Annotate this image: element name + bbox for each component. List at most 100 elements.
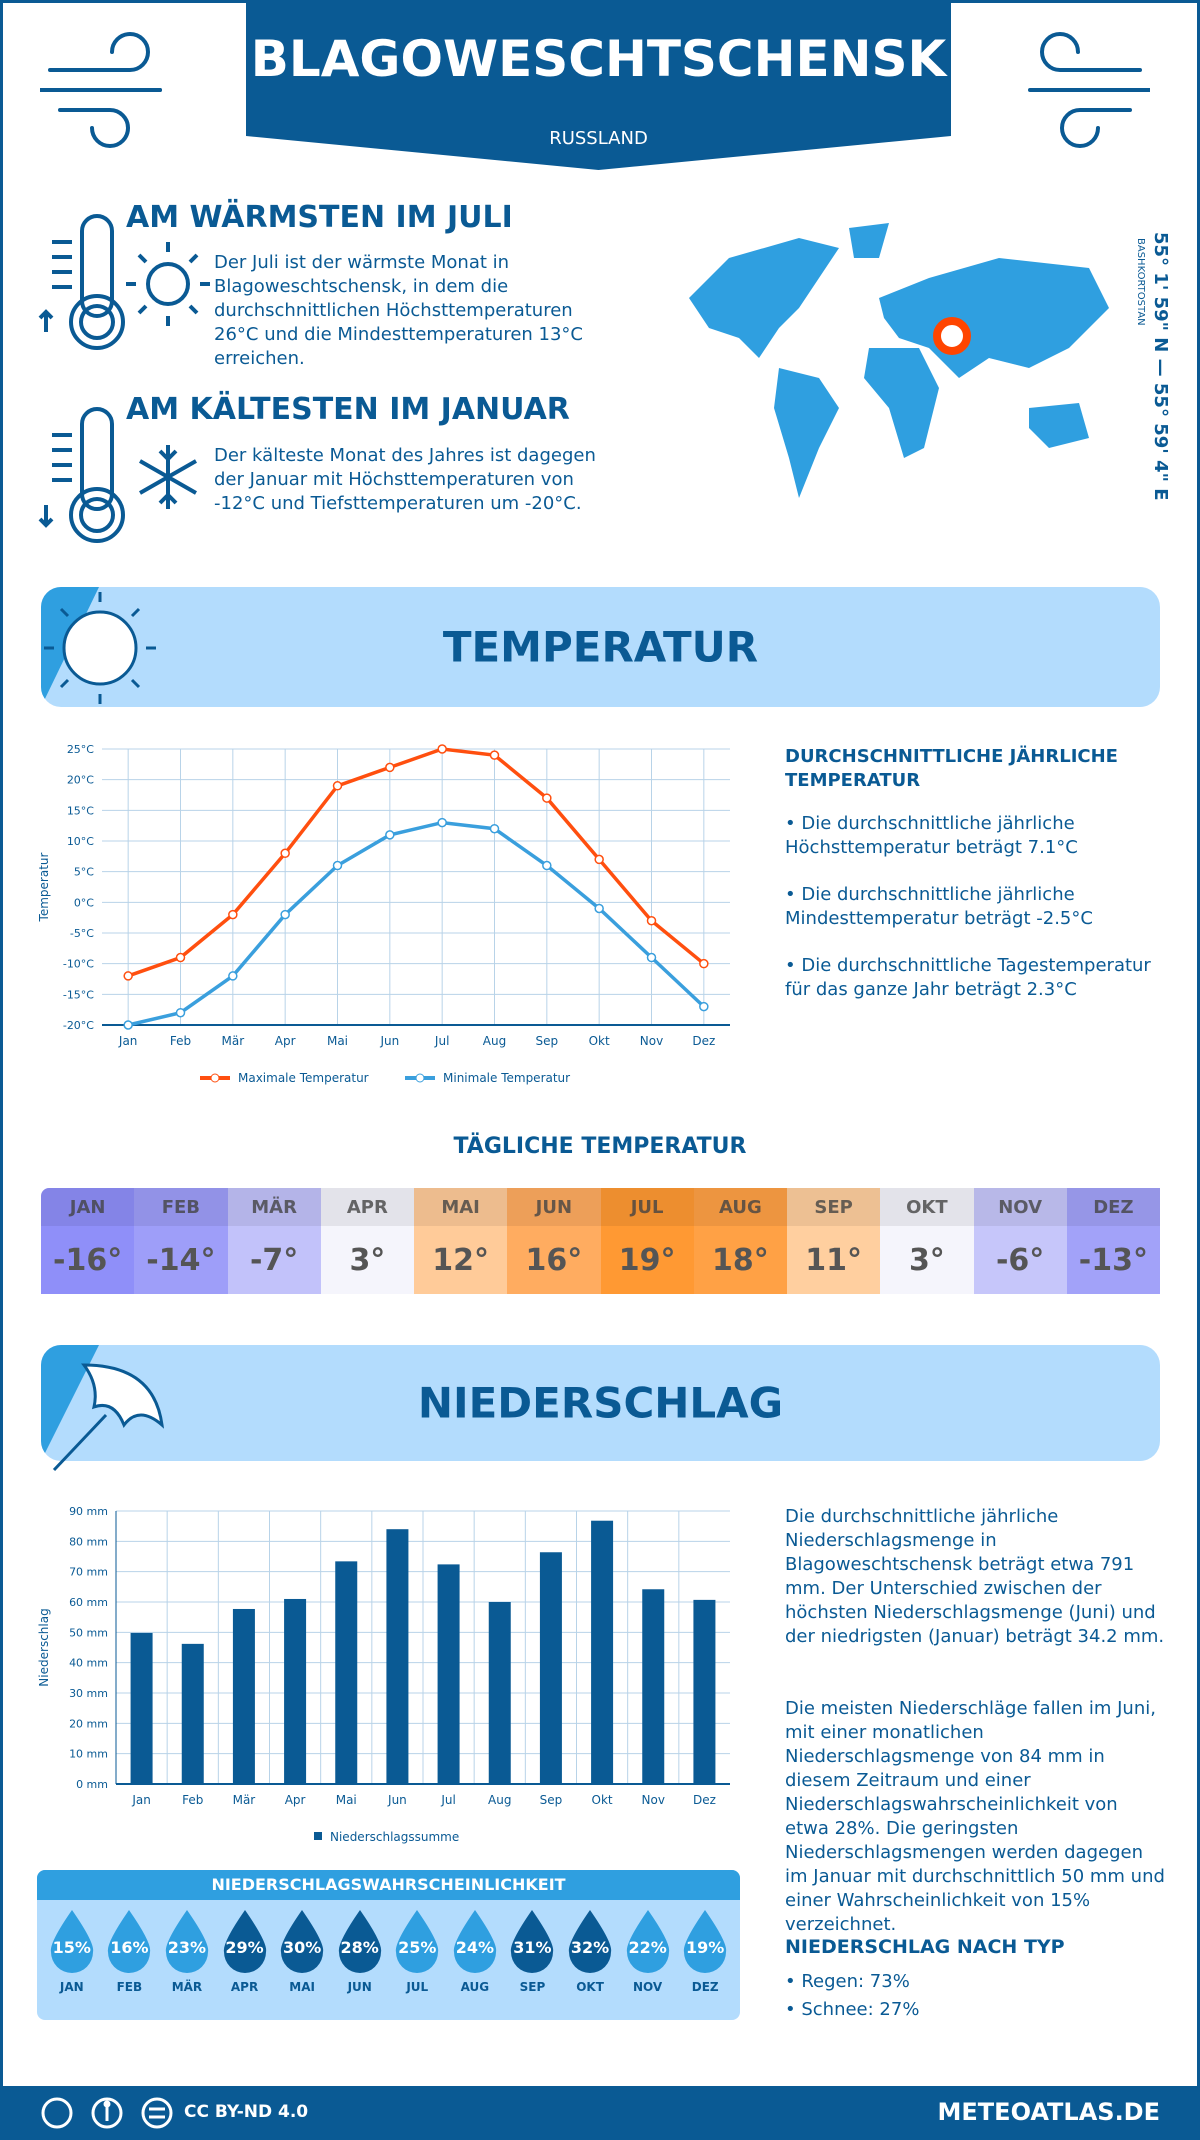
precip-probability-item: 23% MÄR [158,1908,216,1994]
precip-probability-value: 29% [225,1938,264,1957]
temperature-section-banner: TEMPERATUR [41,587,1160,707]
thermometer-cold-icon [38,407,197,543]
legend-label: Maximale Temperatur [238,1071,369,1085]
y-tick-label: 70 mm [69,1566,108,1579]
x-tick-label: Mär [222,1034,245,1048]
coldest-title: AM KÄLTESTEN IM JANUAR [126,392,570,427]
bar [335,1561,358,1784]
data-point [385,762,395,773]
site-link[interactable]: METEOATLAS.DE [937,2098,1160,2126]
y-tick-label: -20°C [63,1019,94,1032]
y-tick-label: 80 mm [69,1535,108,1548]
data-point [594,854,604,865]
precipitation-section-banner: NIEDERSCHLAG [41,1345,1160,1461]
daily-temp-value: -7° [227,1226,321,1294]
precip-probability-item: 22% NOV [619,1908,677,1994]
daily-temp-value: 12° [414,1226,508,1294]
raindrop-icon: 23% [162,1908,212,1974]
cc-license-icons [41,2097,173,2129]
y-tick-label: 0 mm [76,1778,108,1791]
data-point [123,971,133,981]
raindrop-icon: 22% [623,1908,673,1974]
precip-probability-panel: NIEDERSCHLAGSWAHRSCHEINLICHKEIT 15% JAN 16… [37,1870,740,2020]
precip-probability-value: 23% [167,1938,207,1957]
bar [284,1598,307,1784]
city-title: BLAGOWESCHTSCHENSK [250,30,947,88]
raindrop-icon: 32% [565,1908,615,1974]
daily-temp-month: MAI [414,1188,508,1226]
annual-temp-bullet: • Die durchschnittliche jährliche Höchst… [785,813,1078,858]
x-tick-label: Feb [182,1793,203,1807]
raindrop-icon: 19% [680,1908,730,1974]
daily-temp-month: NOV [973,1188,1067,1226]
precip-probability-item: 31% SEP [504,1908,562,1994]
bar [488,1602,511,1784]
daily-temp-month: OKT [880,1188,974,1226]
raindrop-icon: 30% [277,1908,327,1974]
legend-swatch [314,1832,322,1840]
precip-probability-item: 30% MAI [273,1908,331,1994]
region-label: BASHKORTOSTAN [1135,238,1146,326]
precip-probability-month: FEB [116,1980,143,1994]
precip-probability-month: APR [230,1980,259,1994]
x-tick-label: Mai [327,1034,348,1048]
precip-probability-item: 29% APR [216,1908,274,1994]
daily-temp-month: APR [320,1188,414,1226]
bar [642,1589,665,1784]
daily-temp-value: 18° [693,1226,787,1294]
data-point [489,750,500,760]
raindrop-icon: 24% [450,1908,500,1974]
daily-temp-value: -16° [41,1226,135,1294]
license-link[interactable]: CC BY-ND 4.0 [184,2102,309,2122]
precip-probability-month: JAN [59,1980,84,1994]
y-tick-label: 40 mm [69,1657,108,1670]
precip-probability-month: SEP [519,1980,546,1994]
y-tick-label: 50 mm [69,1626,108,1639]
legend-label: Minimale Temperatur [443,1071,570,1085]
header-banner [246,0,951,170]
coordinates-label: 55° 1' 59" N — 55° 59' 4" E [1150,232,1171,501]
legend-label: Niederschlagssumme [330,1830,459,1844]
data-point [489,823,500,834]
daily-temp-value: 3° [320,1226,414,1294]
precip-probability-month: NOV [633,1980,663,1994]
data-point [437,817,447,828]
precip-type-rain: • Regen: 73% [785,1971,910,1992]
x-tick-label: Jan [118,1034,138,1048]
y-tick-label: 90 mm [69,1505,108,1518]
country-label: RUSSLAND [549,128,648,149]
bar [232,1608,255,1784]
y-tick-label: -5°C [70,927,94,940]
warmest-title: AM WÄRMSTEN IM JULI [126,200,513,235]
data-point [228,909,238,920]
x-tick-label: Jul [440,1793,455,1807]
precipitation-chart: 0 mm 10 mm 20 mm 30 mm 40 mm 50 mm 60 mm 70 mm 8… [37,1505,730,1844]
x-tick-label: Apr [275,1034,296,1048]
x-tick-label: Mai [336,1793,357,1807]
y-tick-label: 5°C [74,866,94,879]
daily-temp-value: -13° [1066,1226,1160,1294]
data-point [542,860,552,871]
y-tick-label: 20 mm [69,1717,108,1730]
daily-temp-month: DEZ [1066,1188,1160,1226]
series-line [127,747,705,978]
bar [181,1643,204,1784]
data-point [699,1001,709,1012]
daily-temp-value: -14° [134,1226,228,1294]
precip-probability-value: 25% [398,1938,437,1957]
x-tick-label: Dez [692,1034,715,1048]
x-tick-label: Okt [592,1793,613,1807]
data-point [332,860,343,871]
data-point [123,1020,133,1030]
bar [539,1552,562,1784]
y-tick-label: 25°C [67,743,94,756]
precip-detail-text: Die meisten Niederschläge fallen im Juni… [785,1698,1165,1935]
precip-probability-heading: NIEDERSCHLAGSWAHRSCHEINLICHKEIT [37,1870,740,1900]
data-point [594,903,604,914]
daily-temp-value: -6° [973,1226,1067,1294]
precip-probability-month: DEZ [691,1980,719,1994]
x-tick-label: Nov [642,1793,665,1807]
x-tick-label: Sep [540,1793,563,1807]
data-point [228,971,238,981]
x-tick-label: Nov [640,1034,663,1048]
